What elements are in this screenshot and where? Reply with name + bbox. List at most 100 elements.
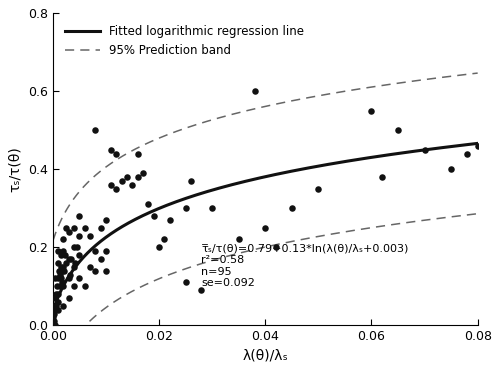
Point: [52, 303, 60, 309]
Point: [420, 147, 428, 153]
Point: [76, 252, 84, 258]
Point: [50, 318, 58, 324]
Point: [463, 151, 471, 157]
Point: [80, 283, 88, 289]
Point: [96, 225, 104, 231]
Point: [76, 233, 84, 239]
Point: [62, 225, 70, 231]
Point: [52, 322, 60, 328]
Point: [54, 299, 62, 305]
Point: [160, 236, 168, 242]
Point: [54, 307, 62, 313]
Point: [80, 225, 88, 231]
Point: [60, 303, 68, 309]
Point: [208, 205, 216, 211]
Point: [155, 244, 163, 250]
Point: [60, 264, 68, 270]
Point: [70, 244, 78, 250]
Point: [58, 279, 66, 285]
Point: [58, 268, 66, 274]
Point: [71, 260, 79, 266]
Point: [70, 225, 78, 231]
Point: [76, 276, 84, 282]
Point: [288, 205, 296, 211]
Point: [51, 307, 59, 313]
Point: [187, 178, 195, 184]
Point: [64, 295, 72, 301]
Point: [50, 311, 58, 316]
Point: [54, 291, 62, 297]
Point: [64, 256, 72, 262]
Point: [112, 151, 120, 157]
Point: [62, 260, 70, 266]
Point: [76, 213, 84, 219]
Point: [198, 287, 205, 293]
Point: [61, 252, 69, 258]
Point: [107, 182, 115, 188]
Point: [57, 264, 65, 270]
Point: [52, 276, 60, 282]
Point: [64, 276, 72, 282]
Point: [447, 166, 455, 172]
Point: [56, 252, 64, 258]
Point: [50, 315, 58, 321]
Point: [64, 229, 72, 234]
Point: [86, 264, 94, 270]
Point: [261, 225, 269, 231]
Point: [102, 268, 110, 274]
Point: [60, 283, 68, 289]
Point: [60, 268, 68, 274]
Point: [250, 88, 258, 94]
Point: [52, 291, 60, 297]
Point: [86, 233, 94, 239]
Point: [96, 256, 104, 262]
Point: [91, 268, 99, 274]
Point: [53, 283, 61, 289]
Point: [474, 143, 482, 149]
Point: [128, 182, 136, 188]
Point: [52, 295, 60, 301]
Point: [102, 248, 110, 254]
X-axis label: λ(θ)/λₛ: λ(θ)/λₛ: [242, 349, 288, 363]
Point: [107, 147, 115, 153]
Point: [66, 272, 74, 278]
Point: [91, 127, 99, 133]
Point: [150, 213, 158, 219]
Point: [54, 276, 62, 282]
Point: [182, 205, 190, 211]
Point: [118, 178, 126, 184]
Point: [56, 272, 64, 278]
Point: [134, 174, 141, 180]
Point: [139, 170, 147, 176]
Point: [123, 174, 131, 180]
Point: [166, 217, 173, 223]
Point: [70, 264, 78, 270]
Point: [60, 248, 68, 254]
Point: [182, 279, 190, 285]
Y-axis label: τₛ/τ(θ): τₛ/τ(θ): [8, 147, 22, 192]
Point: [56, 283, 64, 289]
Point: [68, 256, 76, 262]
Point: [54, 248, 62, 254]
Point: [368, 108, 376, 114]
Point: [378, 174, 386, 180]
Point: [50, 303, 58, 309]
Point: [102, 217, 110, 223]
Point: [56, 276, 64, 282]
Point: [72, 244, 80, 250]
Legend: Fitted logarithmic regression line, 95% Prediction band: Fitted logarithmic regression line, 95% …: [58, 19, 310, 63]
Point: [112, 186, 120, 192]
Point: [144, 201, 152, 207]
Point: [134, 151, 141, 157]
Point: [54, 260, 62, 266]
Text: τ̅ₛ/τ(θ)=0.79+0.13*ln(λ(θ)/λₛ+0.003)
r²=0.58
n=95
se=0.092: τ̅ₛ/τ(θ)=0.79+0.13*ln(λ(θ)/λₛ+0.003) r²=…: [202, 243, 409, 288]
Point: [394, 127, 402, 133]
Point: [55, 268, 63, 274]
Point: [70, 283, 78, 289]
Point: [234, 236, 242, 242]
Point: [91, 248, 99, 254]
Point: [60, 236, 68, 242]
Point: [272, 244, 280, 250]
Point: [314, 186, 322, 192]
